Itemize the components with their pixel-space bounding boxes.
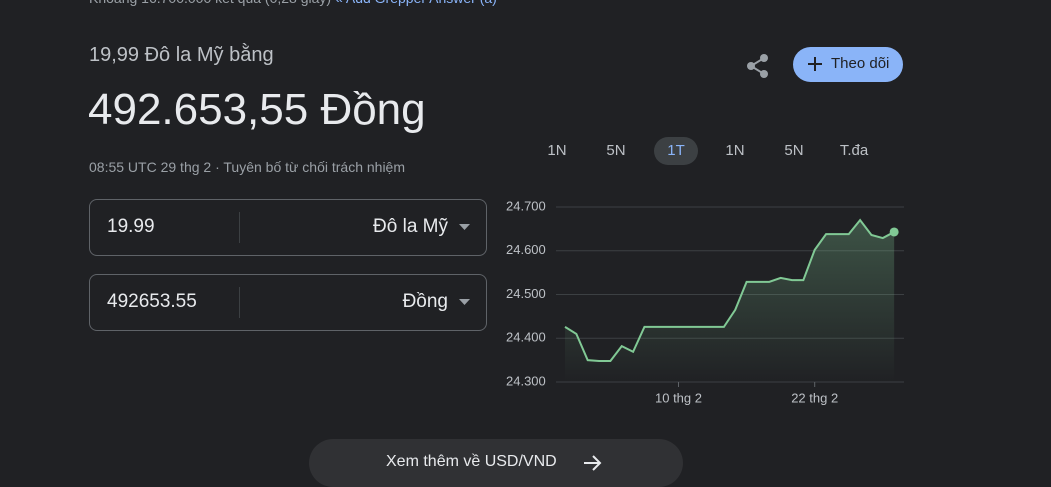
dropdown-arrow[interactable] <box>459 299 470 305</box>
disclaimer[interactable]: Tuyên bố từ chối trách nhiệm <box>223 159 406 175</box>
x-tick-label: 10 thg 2 <box>655 390 702 405</box>
grepper-link[interactable]: « Add Grepper Answer (a) <box>335 0 497 6</box>
y-tick-label: 24.300 <box>506 373 546 388</box>
to-input[interactable]: 492653.55 Đồng <box>89 274 487 331</box>
from-currency[interactable]: Đô la Mỹ <box>373 216 448 237</box>
timestamp-line: 08:55 UTC 29 thg 2 · Tuyên bố từ chối tr… <box>89 159 405 175</box>
y-tick-label: 24.500 <box>506 286 546 301</box>
separator: · <box>215 159 220 175</box>
to-currency[interactable]: Đồng <box>402 291 448 312</box>
timestamp: 08:55 UTC 29 thg 2 <box>89 159 212 175</box>
range-tab[interactable]: 1T <box>654 137 698 165</box>
follow-button[interactable]: Theo dõi <box>793 47 903 82</box>
plus-icon <box>808 57 822 71</box>
arrow-icon <box>584 455 602 471</box>
dropdown-arrow[interactable] <box>459 224 470 230</box>
range-tab[interactable]: 5N <box>784 142 804 159</box>
more-label[interactable]: Xem thêm về USD/VND <box>386 453 557 470</box>
page: Khoảng 16.700.000 kết quả (0,28 giây) « … <box>88 0 904 487</box>
from-input[interactable]: 19.99 Đô la Mỹ <box>89 199 487 256</box>
range-tab[interactable]: 5N <box>606 142 626 159</box>
stats-text: Khoảng 16.700.000 kết quả (0,28 giây) <box>89 0 331 6</box>
area <box>565 220 895 382</box>
y-tick-label: 24.400 <box>506 330 546 345</box>
search-stats: Khoảng 16.700.000 kết quả (0,28 giây) « … <box>89 0 497 6</box>
y-tick-label: 24.600 <box>506 242 546 257</box>
line <box>564 218 895 362</box>
follow-label[interactable]: Theo dõi <box>831 55 890 72</box>
from-amount[interactable]: 19.99 <box>107 216 155 237</box>
more-button[interactable]: Xem thêm về USD/VND <box>309 439 683 487</box>
to-amount[interactable]: 492653.55 <box>107 291 197 312</box>
end-point <box>889 227 899 237</box>
divider <box>239 212 240 243</box>
range-tab[interactable]: 1N <box>725 142 745 159</box>
range-tab[interactable]: T.đa <box>839 142 869 159</box>
chart: 24.300 24.400 24.500 24.600 24.700 10 thg 2 22… <box>506 198 904 405</box>
y-tick-label: 24.700 <box>506 198 546 213</box>
share-icon[interactable] <box>745 53 771 79</box>
x-tick-label: 22 thg 2 <box>791 390 838 405</box>
amount-label: 19,99 Đô la Mỹ bằng <box>89 44 274 66</box>
range-tab[interactable]: 1N <box>547 142 567 159</box>
divider <box>239 287 240 318</box>
result: 492.653,55 Đồng <box>88 85 426 134</box>
